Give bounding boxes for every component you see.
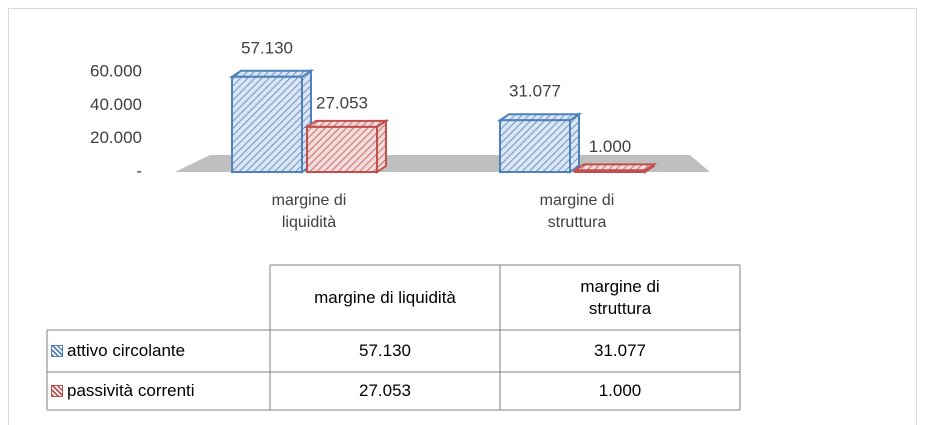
bar-side: [569, 112, 580, 174]
y-tick-label: 60.000: [90, 61, 142, 80]
table-value: 31.077: [594, 341, 646, 360]
data-label: 31.077: [509, 82, 561, 101]
y-tick-label: 40.000: [90, 95, 142, 114]
table-value: 1.000: [598, 381, 642, 400]
y-tick-label: 20.000: [90, 128, 142, 147]
table-header-text: margine di liquidità: [314, 287, 456, 307]
table-value: 57.130: [359, 341, 411, 360]
bar: [499, 119, 571, 173]
y-tick-label: -: [136, 161, 142, 180]
chart-border: [8, 8, 917, 425]
legend-entry: passività correnti: [47, 372, 270, 410]
legend-entry: attivo circolante: [47, 330, 270, 372]
data-label: 1.000: [589, 137, 632, 156]
table-header-text: margine di struttura: [580, 276, 660, 318]
data-label: 27.053: [316, 93, 368, 112]
legend-label: passività correnti: [67, 381, 195, 400]
table-header: margine di struttura: [500, 265, 740, 330]
table-value: 27.053: [359, 381, 411, 400]
data-label: 57.130: [241, 38, 293, 57]
bar: [231, 75, 303, 173]
legend-key: [51, 345, 63, 357]
x-tick-label: margine di liquidità: [271, 192, 347, 231]
legend-label: attivo circolante: [67, 341, 186, 360]
bar-side: [376, 119, 387, 174]
legend-key: [51, 385, 63, 397]
x-tick-label: margine di struttura: [539, 192, 615, 231]
bar: [574, 169, 646, 173]
table-header: margine di liquidità: [270, 265, 500, 330]
bar: [306, 125, 378, 173]
